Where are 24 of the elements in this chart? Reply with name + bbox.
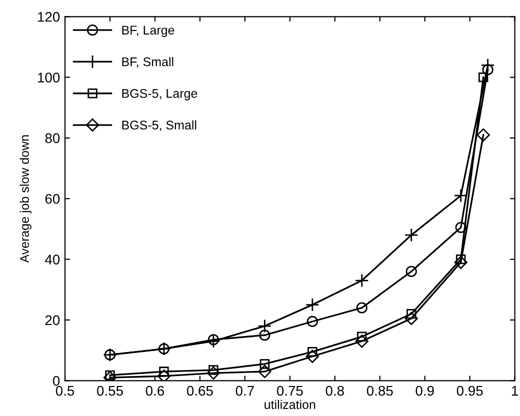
y-tick-label: 0 bbox=[52, 376, 60, 386]
x-tick-label: 0.75 bbox=[276, 386, 303, 396]
y-tick-label: 60 bbox=[45, 194, 60, 204]
x-tick-label: 0.55 bbox=[97, 386, 123, 396]
legend-label: BGS-5, Large bbox=[122, 89, 198, 100]
x-tick-label: 0.8 bbox=[326, 386, 344, 396]
y-tick-label: 20 bbox=[45, 315, 60, 326]
x-tick-label: 0.85 bbox=[366, 386, 393, 396]
y-tick-label: 80 bbox=[45, 133, 60, 144]
x-tick-label: 0.95 bbox=[456, 386, 483, 396]
y-tick-label: 40 bbox=[45, 254, 60, 264]
x-tick-label: 0.5 bbox=[56, 386, 74, 396]
legend-label: BF, Small bbox=[122, 57, 174, 68]
x-tick-label: 0.9 bbox=[416, 386, 434, 396]
x-tick-label: 0.65 bbox=[186, 386, 213, 396]
legend-label: BGS-5, Small bbox=[122, 120, 196, 132]
x-tick-label: 0.7 bbox=[236, 386, 254, 396]
y-tick-label: 120 bbox=[38, 12, 60, 22]
y-tick-label: 100 bbox=[38, 72, 60, 82]
x-axis-title: utilization bbox=[264, 400, 316, 410]
x-tick-label: 1 bbox=[512, 386, 518, 396]
x-tick-label: 0.6 bbox=[146, 386, 164, 396]
y-axis-title: Average job slow down bbox=[20, 135, 32, 263]
legend-label: BF, Large bbox=[122, 26, 174, 38]
